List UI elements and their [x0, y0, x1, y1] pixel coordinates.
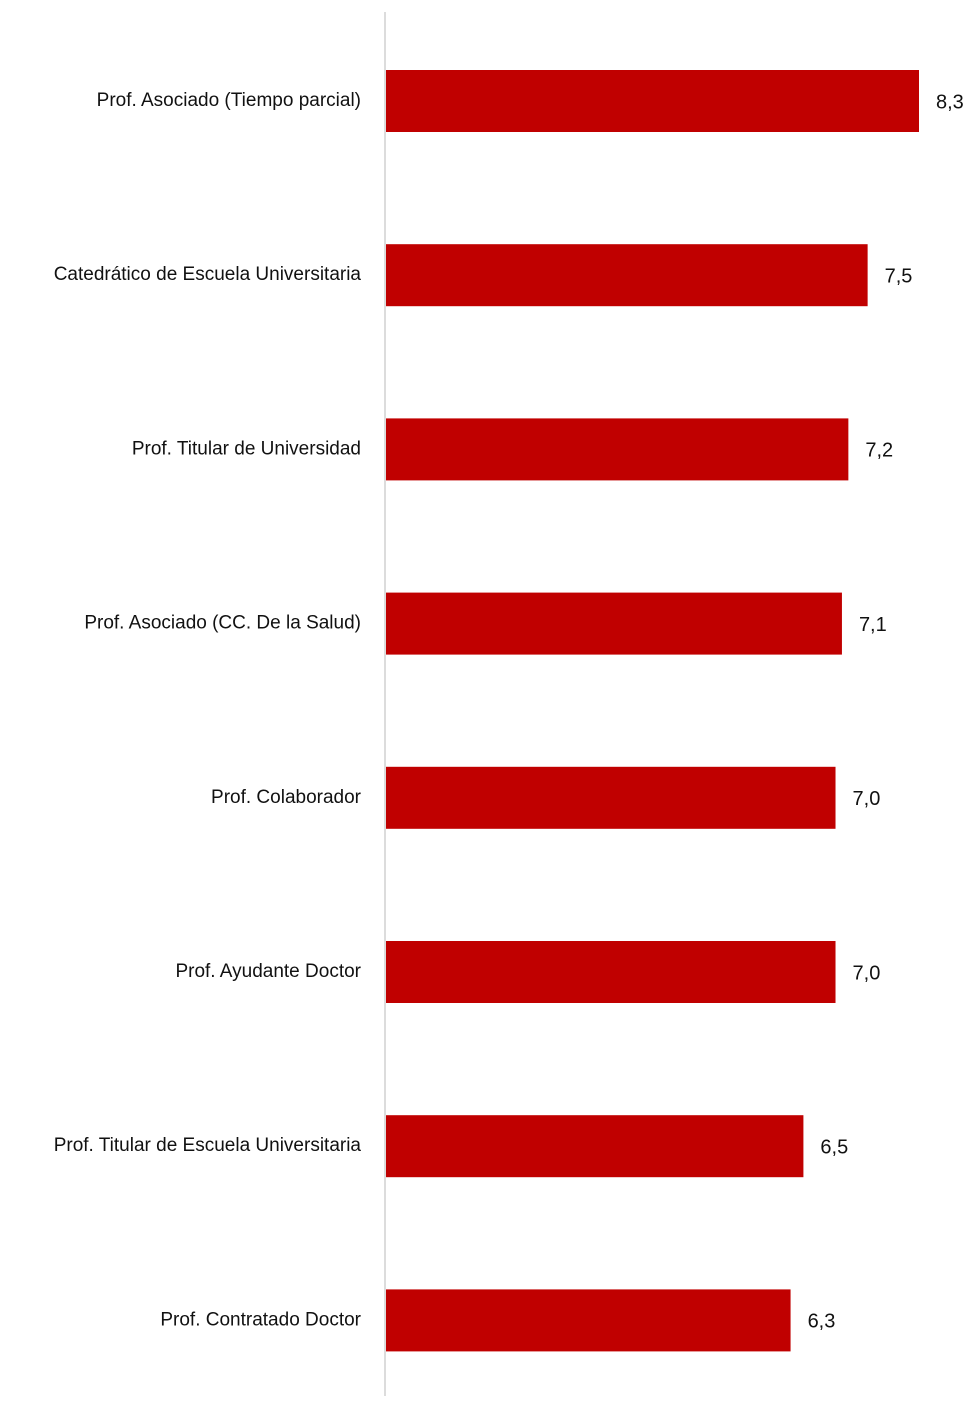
value-label: 7,2 — [865, 440, 893, 462]
bar — [386, 244, 868, 307]
bar — [386, 1115, 804, 1178]
value-label: 7,0 — [853, 788, 881, 810]
category-label: Prof. Colaborador — [211, 787, 362, 808]
value-label: 7,0 — [853, 962, 881, 984]
value-labels-group: 8,3 7,5 7,2 7,1 7,0 7,0 6,5 6,3 — [808, 91, 964, 1332]
category-label: Catedrático de Escuela Universitaria — [54, 264, 362, 285]
value-label: 6,5 — [820, 1136, 848, 1158]
category-labels-group: Prof. Asociado (Tiempo parcial) Catedráti… — [54, 90, 362, 1330]
value-label: 7,1 — [859, 614, 887, 636]
category-label: Prof. Titular de Escuela Universitaria — [54, 1135, 362, 1156]
bar — [386, 70, 919, 132]
bar — [386, 766, 836, 829]
value-label: 6,3 — [808, 1311, 836, 1333]
bar — [386, 1289, 791, 1352]
value-label: 7,5 — [885, 265, 913, 287]
bars-group — [386, 70, 919, 1352]
bar — [386, 418, 849, 481]
category-label: Prof. Asociado (CC. De la Salud) — [84, 613, 361, 634]
category-label: Prof. Contratado Doctor — [160, 1309, 361, 1330]
bar — [386, 592, 842, 655]
bar — [386, 941, 836, 1003]
value-label: 8,3 — [936, 91, 964, 113]
category-label: Prof. Asociado (Tiempo parcial) — [97, 90, 361, 111]
category-label: Prof. Titular de Universidad — [132, 438, 361, 459]
category-label: Prof. Ayudante Doctor — [175, 961, 361, 982]
